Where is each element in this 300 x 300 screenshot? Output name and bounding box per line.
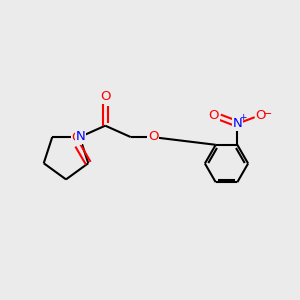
Text: O: O	[148, 130, 158, 143]
Text: N: N	[232, 117, 242, 130]
Text: −: −	[262, 109, 272, 119]
Text: O: O	[100, 90, 110, 103]
Text: O: O	[209, 110, 219, 122]
Text: O: O	[256, 110, 266, 122]
Text: O: O	[71, 131, 82, 144]
Text: N: N	[76, 130, 86, 143]
Text: +: +	[239, 113, 246, 122]
